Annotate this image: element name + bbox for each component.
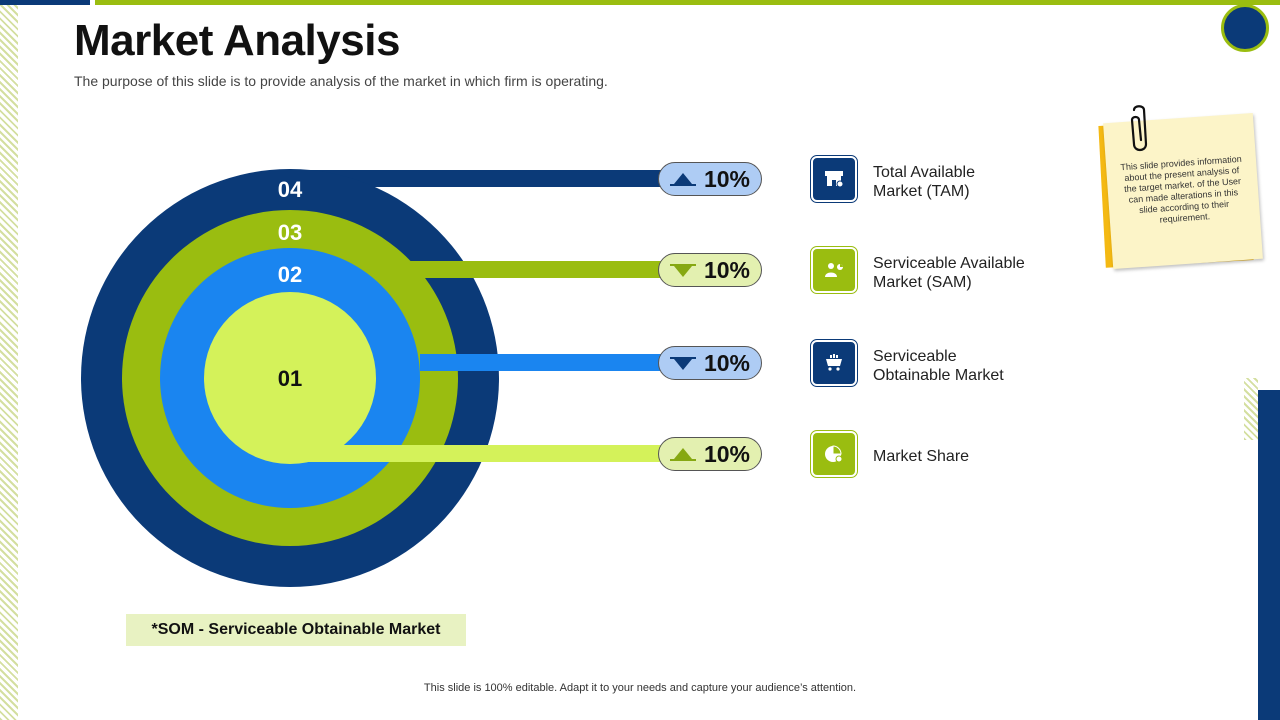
connector-bar-03-overlay	[410, 261, 690, 278]
metric-pill-sam: 10%	[658, 253, 762, 287]
right-hatch-decoration	[1244, 378, 1258, 440]
trend-down-icon	[669, 356, 696, 370]
top-accent-bar-green	[95, 0, 1280, 5]
metric-value: 10%	[703, 165, 751, 192]
footer-text: This slide is 100% editable. Adapt it to…	[423, 682, 857, 694]
right-accent-bar	[1258, 390, 1280, 720]
connector-bar-02-overlay	[420, 354, 690, 371]
metric-value: 10%	[703, 349, 751, 376]
metric-value: 10%	[703, 256, 751, 283]
metric-pill-som: 10%	[658, 346, 762, 380]
label-line: Serviceable	[873, 348, 957, 365]
metric-label-tam: Total Available Market (TAM)	[873, 163, 975, 201]
ring-number-04: 04	[278, 177, 303, 202]
shopping-cart-icon	[810, 339, 858, 387]
sticky-note: This slide provides information about th…	[1098, 105, 1266, 278]
legend-box: *SOM - Serviceable Obtainable Market	[126, 614, 466, 646]
label-line: Market (SAM)	[873, 274, 972, 291]
ring-number-01: 01	[278, 366, 302, 391]
paperclip-icon	[1130, 105, 1148, 152]
sticky-note-text: This slide provides information about th…	[1120, 153, 1243, 225]
left-hatch-decoration	[0, 0, 18, 720]
metric-pill-market-share: 10%	[658, 437, 762, 471]
label-line: Market (TAM)	[873, 183, 970, 200]
pie-chart-icon	[810, 430, 858, 478]
metric-label-som: Serviceable Obtainable Market	[873, 347, 1004, 385]
metric-label-sam: Serviceable Available Market (SAM)	[873, 254, 1025, 292]
trend-up-icon	[669, 172, 696, 186]
ring-number-03: 03	[278, 220, 302, 245]
page-subtitle: The purpose of this slide is to provide …	[74, 73, 608, 89]
label-line: Total Available	[873, 164, 975, 181]
label-line: Market Share	[873, 448, 970, 465]
corner-circle-decoration	[1221, 4, 1269, 52]
metric-label-market-share: Market Share	[873, 447, 969, 466]
page-title: Market Analysis	[74, 16, 400, 65]
connector-bar-04-overlay	[370, 170, 690, 187]
trend-up-icon	[669, 447, 696, 461]
ring-01	[204, 292, 376, 464]
metric-pill-tam: 10%	[658, 162, 762, 196]
connector-bar-01-overlay	[300, 445, 690, 462]
top-accent-bar-blue	[0, 0, 90, 5]
label-line: Obtainable Market	[873, 367, 1004, 384]
user-chart-icon	[810, 246, 858, 294]
storefront-icon	[810, 155, 858, 203]
ring-number-02: 02	[278, 262, 302, 287]
trend-down-icon	[669, 263, 696, 277]
legend-text: *SOM - Serviceable Obtainable Market	[151, 621, 441, 638]
metric-value: 10%	[703, 440, 751, 467]
label-line: Serviceable Available	[873, 255, 1025, 272]
